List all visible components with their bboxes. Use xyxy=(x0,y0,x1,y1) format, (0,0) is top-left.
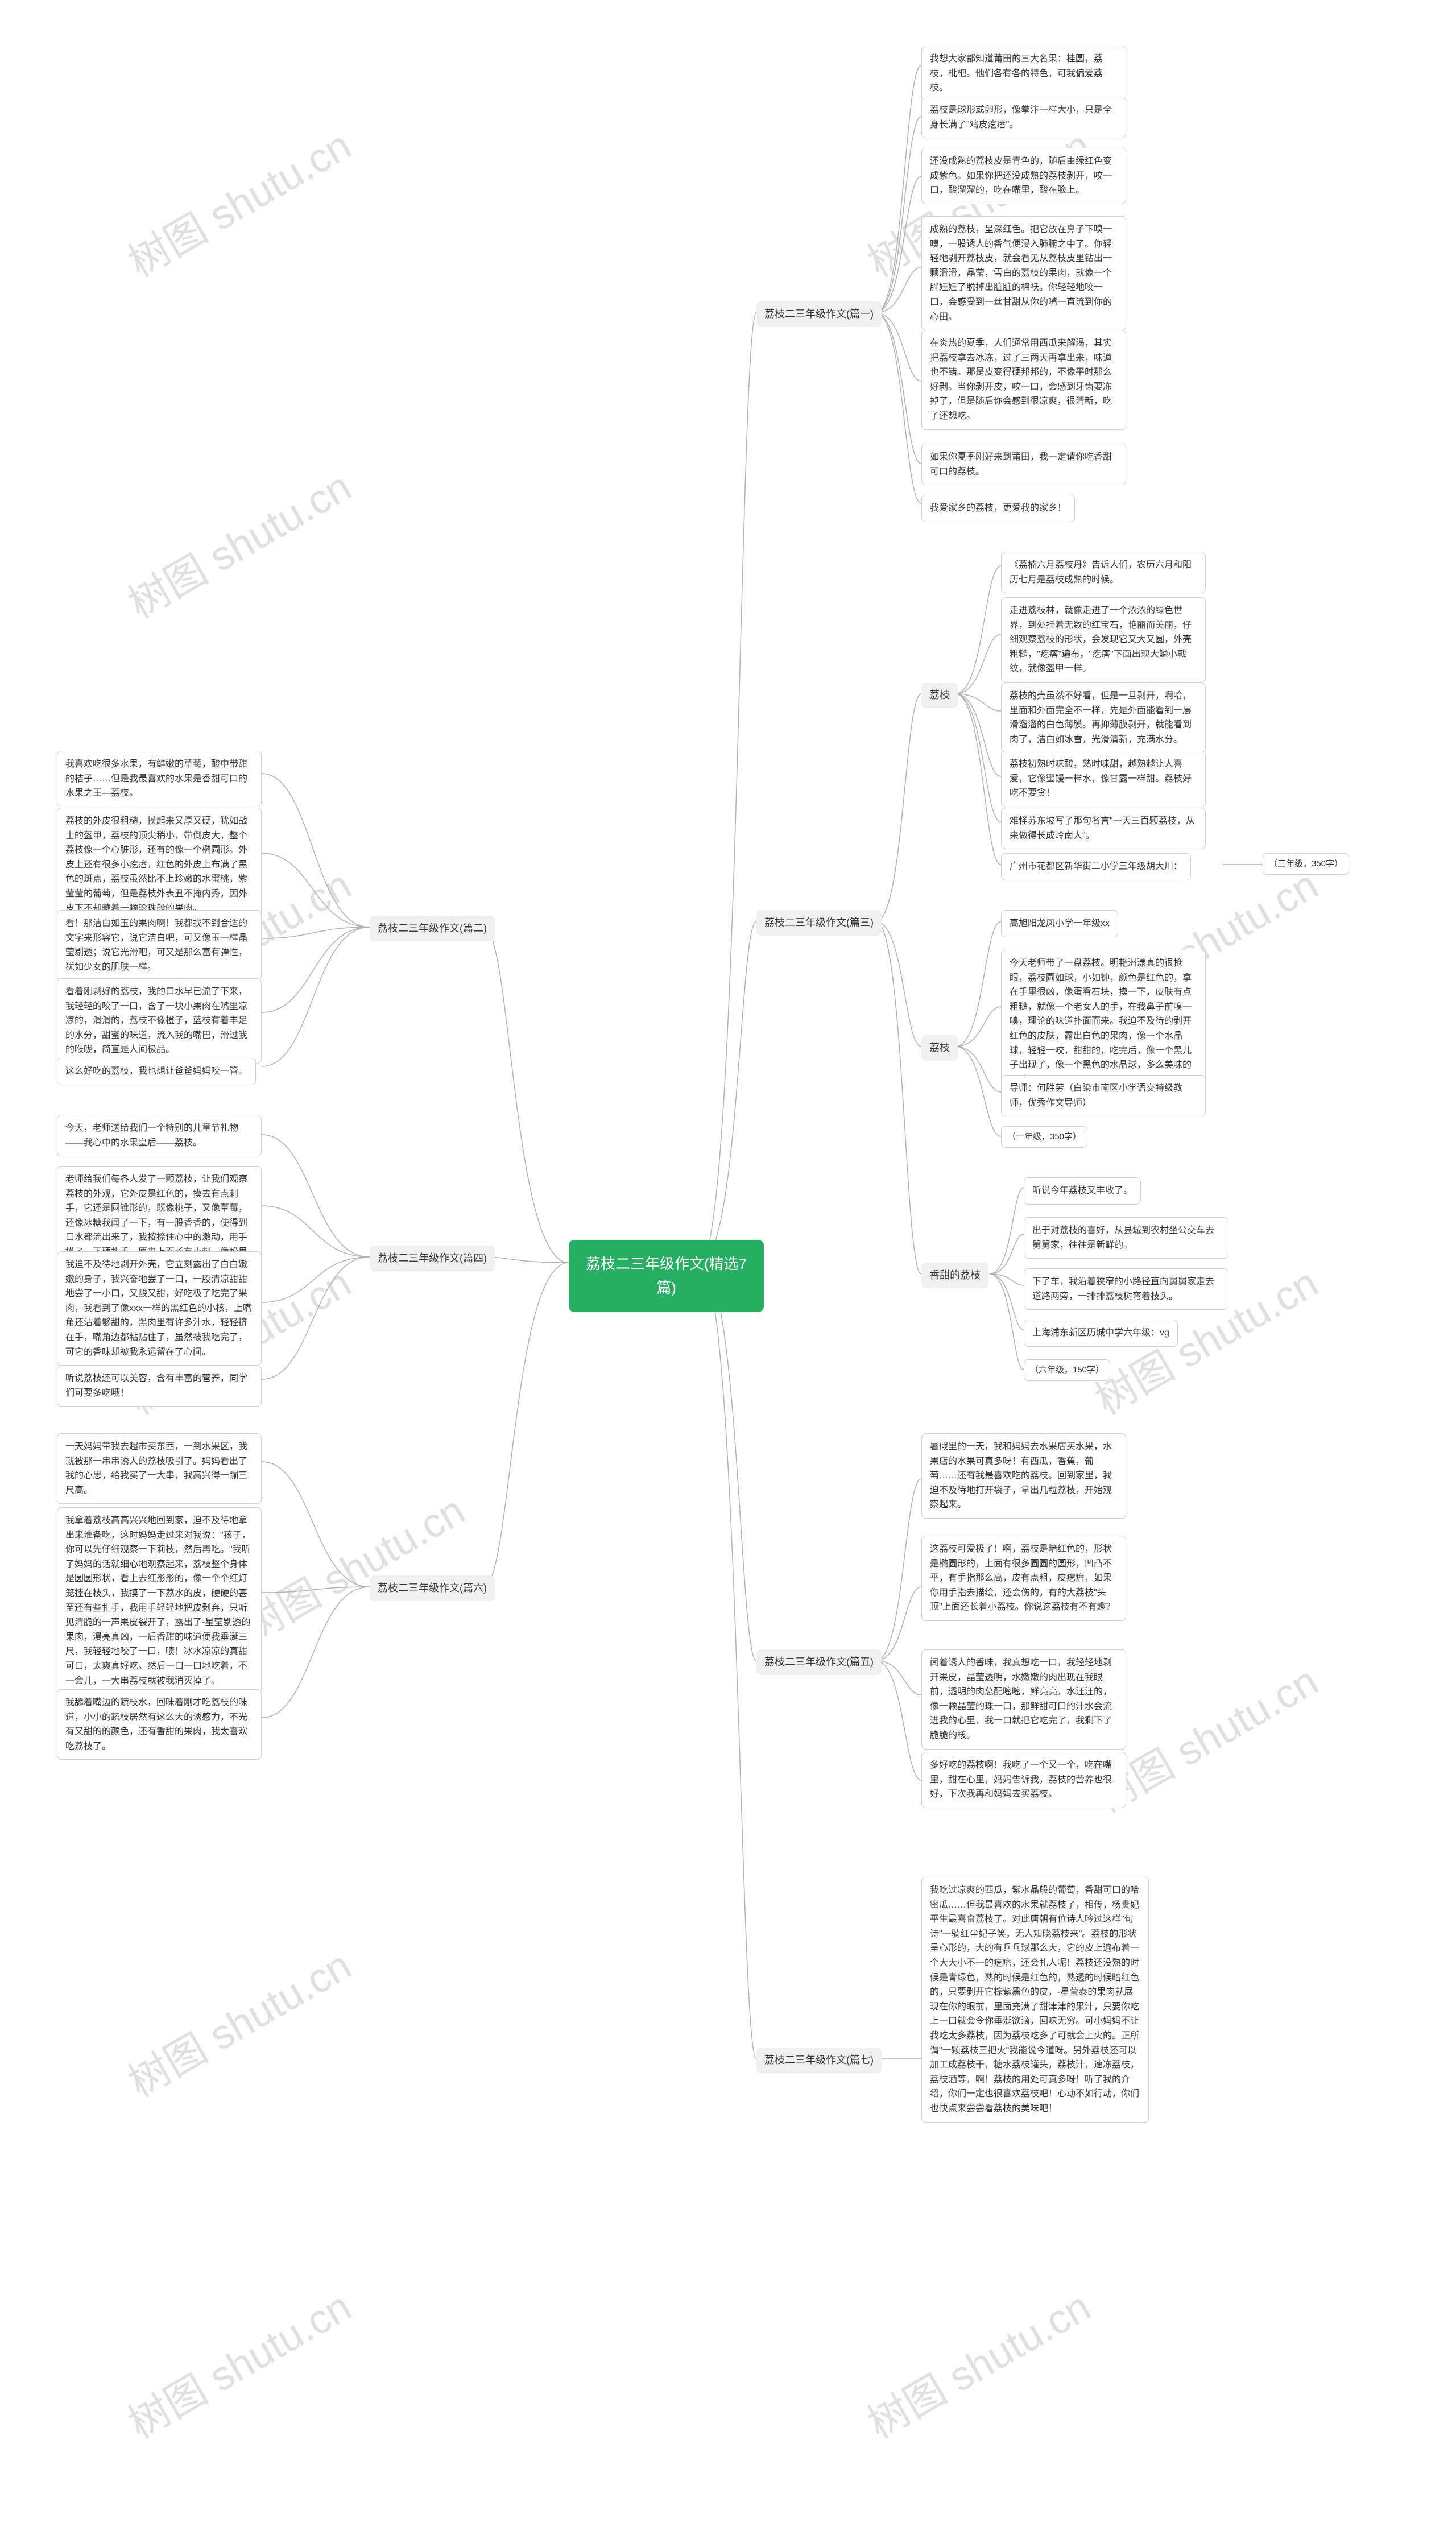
leaf-a2-5[interactable]: 这么好吃的荔枝，我也想让爸爸妈妈咬一管。 xyxy=(57,1058,256,1085)
leaf-sb1-4[interactable]: 荔枝初熟时味酸，熟时味甜，越熟越让人喜爱，它像蜜馒一样水，像甘露一样甜。荔枝好吃… xyxy=(1001,751,1206,807)
leaf-sb2-2[interactable]: 今天老师带了一盘荔枝。明艳洲漾真的很抢眼，荔枝圆如球，小如钟，颜色是红色的，拿在… xyxy=(1001,950,1206,1093)
leaf-sb2-3[interactable]: 导师：何胜劳（白染市南区小学语交特级教师，优秀作文导师） xyxy=(1001,1075,1206,1116)
leaf-a1-6[interactable]: 如果你夏季刚好来到莆田，我一定请你吃香甜可口的荔枝。 xyxy=(921,444,1126,485)
leaf-sb1-6[interactable]: 广州市花都区新华街二小学三年级胡大川： xyxy=(1001,853,1191,880)
leaf-a1-2[interactable]: 荔枝是球形或卵形，像拳汴一样大小，只是全身长满了"鸡皮疙瘩"。 xyxy=(921,97,1126,138)
branch-article-2[interactable]: 荔枝二三年级作文(篇二) xyxy=(370,916,495,941)
leaf-sb3-4[interactable]: 上海浦东新区历城中学六年级：vg xyxy=(1024,1320,1178,1347)
leaf-sb2-1[interactable]: 高旭阳龙凤小学一年级xx xyxy=(1001,910,1118,937)
leaf-a6-1[interactable]: 一天妈妈带我去超市买东西，一到水果区，我就被那一串串诱人的荔枝吸引了。妈妈看出了… xyxy=(57,1433,262,1504)
leaf-a1-7[interactable]: 我爱家乡的荔枝，更爱我的家乡！ xyxy=(921,495,1075,522)
leaf-a4-4[interactable]: 听说荔枝还可以美容，含有丰富的营养，同学们可要多吃哦！ xyxy=(57,1365,262,1407)
leaf-a5-1[interactable]: 暑假里的一天，我和妈妈去水果店买水果，水果店的水果可真多呀！有西瓜，香蕉，葡萄…… xyxy=(921,1433,1126,1519)
leaf-sb3-3[interactable]: 下了车，我沿着狭窄的小路径直向舅舅家走去道路两旁，一排排荔枝树弯着枝头。 xyxy=(1024,1268,1228,1310)
leaf-a4-1[interactable]: 今天，老师送给我们一个特别的儿童节礼物——我心中的水果皇后——荔枝。 xyxy=(57,1115,262,1156)
leaf-a6-2[interactable]: 我拿着荔枝高高兴兴地回到家，迫不及待地拿出来淮备吃，这时妈妈走过来对我说："孩子… xyxy=(57,1507,262,1694)
mindmap-container: 荔枝二三年级作文(精选7 篇) 荔枝二三年级作文(篇二) 荔枝二三年级作文(篇四… xyxy=(0,0,1456,2527)
leaf-sb1-3[interactable]: 荔枝的壳虽然不好看，但是一旦剥开，啊哈，里面和外面完全不一样，先是外面能看到一层… xyxy=(1001,683,1206,753)
branch-article-1[interactable]: 荔枝二三年级作文(篇一) xyxy=(756,301,882,327)
root-node[interactable]: 荔枝二三年级作文(精选7 篇) xyxy=(569,1240,764,1312)
leaf-a2-3[interactable]: 看！那洁白如玉的果肉啊！我都找不到合适的文字来形容它，说它洁白吧，可又像玉一样晶… xyxy=(57,910,262,981)
leaf-a1-1[interactable]: 我想大家都知道莆田的三大名果：桂圆，荔枝，枇杷。他们各有各的特色，可我偏爱荔枝。 xyxy=(921,46,1126,102)
leaf-a2-4[interactable]: 看着刚剥好的荔枝，我的口水早已流了下来，我轻轻的咬了一口，含了一块小果肉在嘴里凉… xyxy=(57,978,262,1064)
branch-article-6[interactable]: 荔枝二三年级作文(篇六) xyxy=(370,1575,495,1601)
leaf-sb3-1[interactable]: 听说今年荔枝又丰收了。 xyxy=(1024,1177,1141,1205)
leaf-a2-1[interactable]: 我喜欢吃很多水果，有鲜嫩的草莓，酸中带甜的桔子……但是我最喜欢的水果是香甜可口的… xyxy=(57,751,262,807)
branch-article-3[interactable]: 荔枝二三年级作文(篇三) xyxy=(756,910,882,936)
leaf-sb2-4[interactable]: （一年级，350字） xyxy=(1001,1126,1087,1148)
leaf-a1-3[interactable]: 还没成熟的荔枝皮是青色的，随后由绿红色变成紫色。如果你把还没成熟的荔枝剥开，咬一… xyxy=(921,148,1126,204)
leaf-a5-4[interactable]: 多好吃的荔枝啊！我吃了一个又一个，吃在嘴里，甜在心里，妈妈告诉我，荔枝的营养也很… xyxy=(921,1752,1126,1808)
leaf-sb3-5[interactable]: （六年级，150字） xyxy=(1024,1359,1110,1381)
leaf-a6-3[interactable]: 我舔着嘴边的蔬枝水，回味着刚才吃荔枝的味道，小小的蔬枝居然有这么大的诱感力，不光… xyxy=(57,1689,262,1760)
sub-branch-lichee-2[interactable]: 荔枝 xyxy=(921,1035,958,1061)
leaf-a1-4[interactable]: 成熟的荔枝，呈深红色。把它放在鼻子下嗅一嗅，一股诱人的香气便浸入肺腑之中了。你轻… xyxy=(921,216,1126,330)
leaf-sb1-5[interactable]: 难怪苏东坡写了那句名言"一天三百颗荔枝，从来做得长成岭南人"。 xyxy=(1001,808,1206,849)
leaf-a5-2[interactable]: 这荔枝可爱极了！啊，荔枝是暗红色的，形状是椭圆形的，上面有很多圆圆的圆形，凹凸不… xyxy=(921,1536,1126,1621)
leaf-a5-3[interactable]: 闻着诱人的香味，我真想吃一口，我轻轻地剥开果皮，晶莹透明，水嫩嫩的肉出现在我眼前… xyxy=(921,1649,1126,1750)
branch-article-5[interactable]: 荔枝二三年级作文(篇五) xyxy=(756,1649,882,1675)
sub-branch-sweet-lichee[interactable]: 香甜的荔枝 xyxy=(921,1263,988,1288)
leaf-a2-2[interactable]: 荔枝的外皮很粗糙，摸起来又厚又硬，犹如战士的盔甲，荔枝的顶尖稍小，带倒皮大，整个… xyxy=(57,808,262,922)
leaf-sb1-extra[interactable]: （三年级，350字） xyxy=(1263,853,1349,875)
leaf-sb1-2[interactable]: 走进荔枝林，就像走进了一个浓浓的绿色世界，到处挂着无数的红宝石，艳丽而美丽，仔细… xyxy=(1001,597,1206,683)
sub-branch-lichee-1[interactable]: 荔枝 xyxy=(921,683,958,708)
branch-article-4[interactable]: 荔枝二三年级作文(篇四) xyxy=(370,1246,495,1271)
branch-article-7[interactable]: 荔枝二三年级作文(篇七) xyxy=(756,2048,882,2073)
leaf-sb1-1[interactable]: 《荔楠六月荔枝丹》告诉人们，农历六月和阳历七月是荔枝成熟的时候。 xyxy=(1001,552,1206,593)
leaf-a1-5[interactable]: 在炎热的夏季，人们通常用西瓜来解渴，其实把荔枝拿去冰冻，过了三两天再拿出来，味道… xyxy=(921,330,1126,430)
leaf-a7-1[interactable]: 我吃过凉爽的西瓜，紫水晶般的葡萄，香甜可口的哈密瓜……但我最喜欢的水果就荔枝了，… xyxy=(921,1877,1149,2123)
leaf-sb3-2[interactable]: 出于对荔枝的喜好，从县城到农村坐公交车去舅舅家，往往是新鲜的。 xyxy=(1024,1217,1228,1259)
leaf-a4-3[interactable]: 我迫不及待地剥开外壳，它立刻露出了白白嫩嫩的身子，我兴奋地尝了一口，一股清凉甜甜… xyxy=(57,1251,262,1366)
